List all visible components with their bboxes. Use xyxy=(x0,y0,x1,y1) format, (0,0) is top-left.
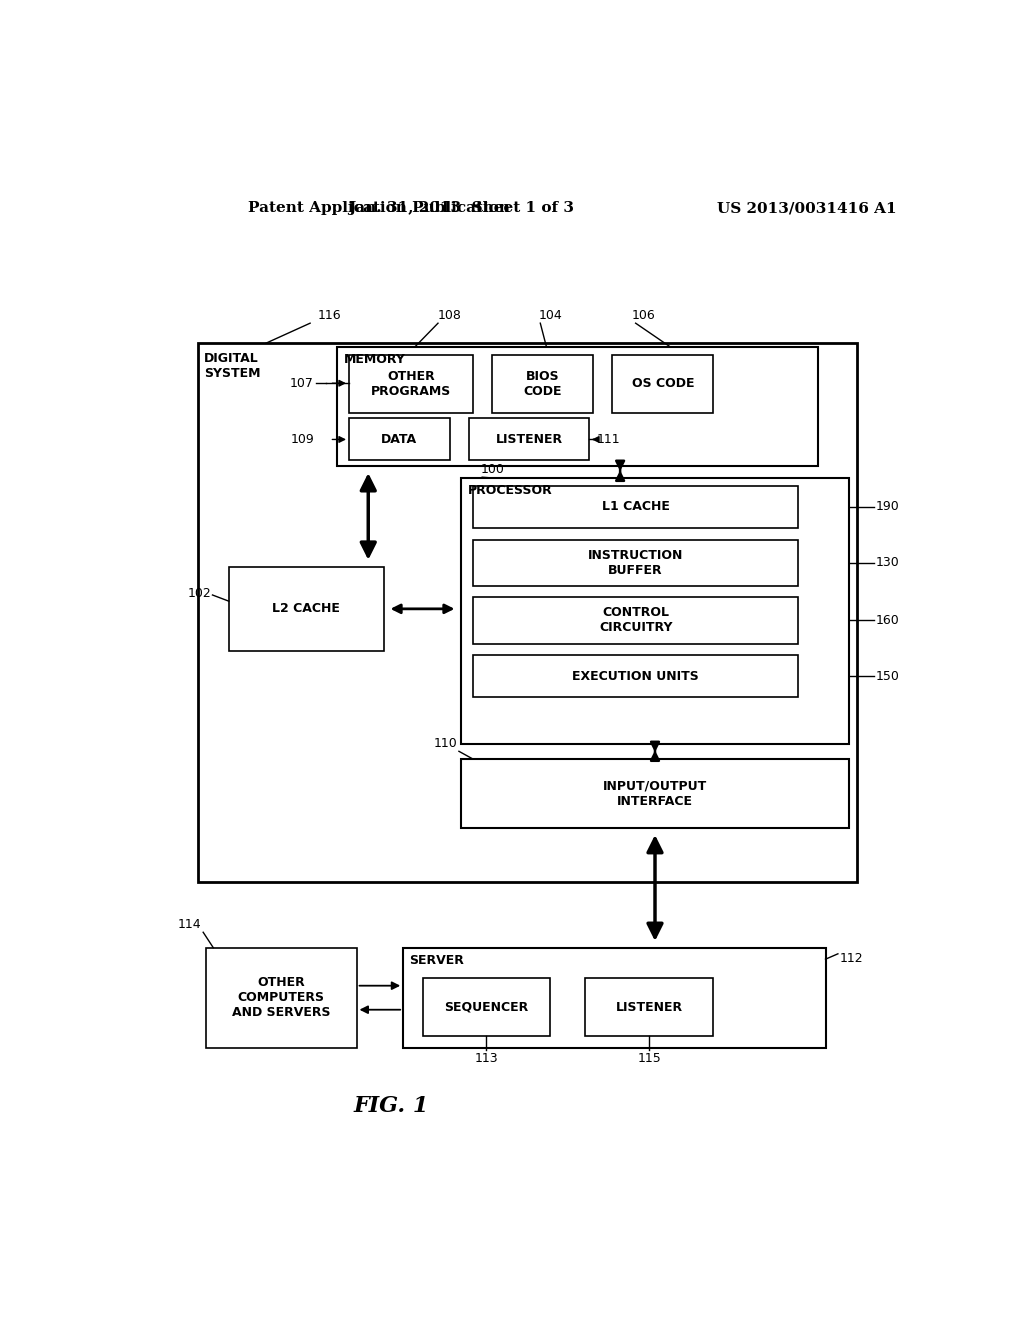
Text: 160: 160 xyxy=(876,614,900,627)
Text: 108: 108 xyxy=(438,309,462,322)
Text: CONTROL
CIRCUITRY: CONTROL CIRCUITRY xyxy=(599,606,673,635)
Text: 115: 115 xyxy=(637,1052,662,1065)
Text: SEQUENCER: SEQUENCER xyxy=(444,1001,528,1014)
Text: L2 CACHE: L2 CACHE xyxy=(272,602,340,615)
Text: DIGITAL
SYSTEM: DIGITAL SYSTEM xyxy=(204,352,260,380)
Text: 111: 111 xyxy=(597,433,621,446)
Bar xyxy=(423,978,550,1036)
Bar xyxy=(198,343,856,882)
Text: OTHER
COMPUTERS
AND SERVERS: OTHER COMPUTERS AND SERVERS xyxy=(231,977,331,1019)
Bar xyxy=(206,948,356,1048)
Text: FIG. 1: FIG. 1 xyxy=(354,1094,429,1117)
Bar xyxy=(473,655,799,697)
Bar xyxy=(586,978,713,1036)
Text: 114: 114 xyxy=(178,917,202,931)
Text: Jan. 31, 2013  Sheet 1 of 3: Jan. 31, 2013 Sheet 1 of 3 xyxy=(348,202,574,215)
Bar xyxy=(473,540,799,586)
Text: L1 CACHE: L1 CACHE xyxy=(602,500,670,513)
Text: 102: 102 xyxy=(188,587,212,601)
Bar xyxy=(469,418,589,461)
Bar xyxy=(461,478,849,743)
Text: 104: 104 xyxy=(539,309,562,322)
Text: PROCESSOR: PROCESSOR xyxy=(467,484,552,498)
Text: MEMORY: MEMORY xyxy=(343,354,406,366)
Text: 110: 110 xyxy=(433,737,458,750)
Text: 130: 130 xyxy=(876,556,900,569)
Text: EXECUTION UNITS: EXECUTION UNITS xyxy=(572,669,699,682)
Bar xyxy=(403,948,825,1048)
Bar xyxy=(612,355,713,412)
Text: 116: 116 xyxy=(317,309,341,322)
Text: 112: 112 xyxy=(840,952,863,965)
Text: DATA: DATA xyxy=(381,433,418,446)
Text: LISTENER: LISTENER xyxy=(496,433,562,446)
Text: INPUT/OUTPUT
INTERFACE: INPUT/OUTPUT INTERFACE xyxy=(603,780,708,808)
Text: BIOS
CODE: BIOS CODE xyxy=(523,370,562,397)
Text: 150: 150 xyxy=(876,669,900,682)
Text: 106: 106 xyxy=(632,309,655,322)
Bar xyxy=(461,759,849,829)
Text: 100: 100 xyxy=(480,462,505,475)
Text: LISTENER: LISTENER xyxy=(615,1001,683,1014)
Text: US 2013/0031416 A1: US 2013/0031416 A1 xyxy=(717,202,897,215)
Text: Patent Application Publication: Patent Application Publication xyxy=(248,202,510,215)
Bar xyxy=(473,597,799,644)
Text: 107: 107 xyxy=(290,376,314,389)
Bar xyxy=(337,347,818,466)
Text: 109: 109 xyxy=(290,433,314,446)
Bar xyxy=(473,486,799,528)
Bar xyxy=(228,566,384,651)
Text: OTHER
PROGRAMS: OTHER PROGRAMS xyxy=(371,370,451,397)
Bar xyxy=(349,355,473,412)
Text: OS CODE: OS CODE xyxy=(632,378,694,391)
Text: 190: 190 xyxy=(876,500,900,513)
Text: SERVER: SERVER xyxy=(410,954,464,966)
Bar xyxy=(493,355,593,412)
Text: 113: 113 xyxy=(475,1052,499,1065)
Text: INSTRUCTION
BUFFER: INSTRUCTION BUFFER xyxy=(588,549,683,577)
Bar xyxy=(349,418,450,461)
